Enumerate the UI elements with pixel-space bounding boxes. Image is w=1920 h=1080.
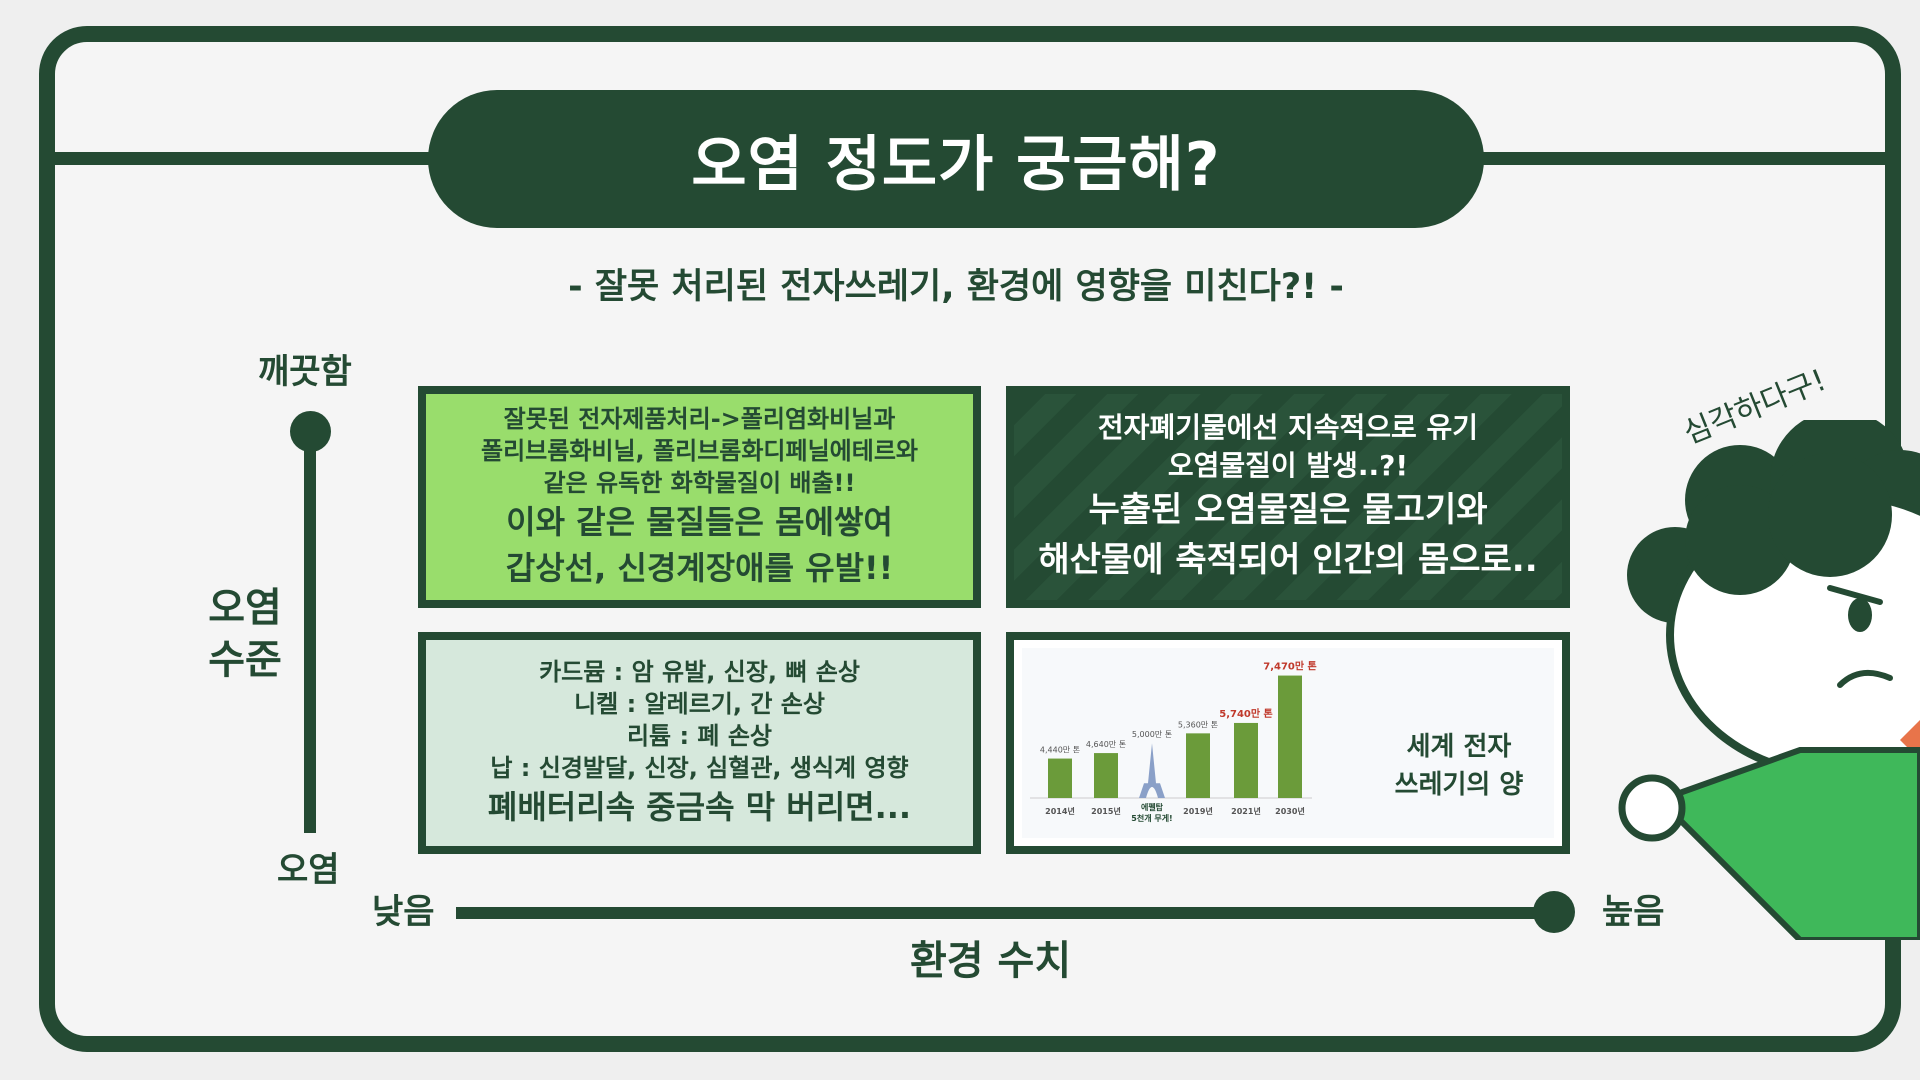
box-text: 카드뮴 : 암 유발, 신장, 뼈 손상 (539, 658, 860, 686)
box-text-emphasis: 갑상선, 신경계장애를 유발!! (505, 549, 894, 587)
chart-value-label: 4,440만 톤 (1040, 746, 1080, 755)
chart-annotation: 에펠탑 (1141, 802, 1164, 812)
chart-caption: 세계 전자 쓰레기의 양 (1384, 728, 1534, 804)
chart-category-label: 2030년 (1275, 806, 1305, 816)
mascot-hair (1768, 453, 1892, 577)
title-rule-left (39, 152, 439, 165)
x-axis-left-label: 낮음 (372, 892, 435, 932)
chart-bar (1094, 753, 1118, 798)
box-text-emphasis: 누출된 오염물질은 물고기와 (1088, 490, 1488, 530)
x-axis-right-label: 높음 (1602, 892, 1665, 932)
y-axis-title-line2: 수준 (208, 637, 282, 683)
box-chemicals: 잘못된 전자제품처리->폴리염화비닐과 폴리브롬화비닐, 폴리브롬화디페닐에테르… (418, 386, 981, 608)
y-axis-bottom-label: 오염 (277, 850, 340, 890)
box-text: 리튬 : 폐 손상 (626, 722, 773, 750)
chart-value-label: 5,000만 톤 (1132, 730, 1172, 739)
y-axis-line (304, 428, 316, 833)
mascot-character (1618, 420, 1920, 940)
y-axis-title-line1: 오염 (208, 585, 282, 631)
title-rule-right (1470, 152, 1901, 165)
chart-value-label: 7,470만 톤 (1263, 660, 1317, 673)
eiffel-tower-icon (1139, 743, 1165, 798)
y-axis-dot (290, 411, 331, 452)
x-axis-title: 환경 수치 (910, 938, 1072, 984)
chart-bar (1048, 758, 1072, 798)
box-text-emphasis: 해산물에 축적되어 인간의 몸으로.. (1038, 540, 1538, 580)
box-text: 같은 유독한 화학물질이 배출!! (543, 469, 856, 497)
chart-value-label: 5,360만 톤 (1178, 720, 1218, 729)
chart-bar (1186, 733, 1210, 798)
box-text: 오염물질이 발생..?! (1167, 449, 1409, 482)
chart-bar (1234, 722, 1258, 798)
box-text: 전자폐기물에선 지속적으로 유기 (1097, 411, 1479, 444)
chart-value-label: 5,740만 톤 (1219, 707, 1273, 720)
chart-category-label: 2014년 (1045, 806, 1075, 816)
chart-category-label: 2021년 (1231, 806, 1261, 816)
x-axis-dot (1533, 891, 1575, 933)
chart-category-label: 2015년 (1091, 806, 1121, 816)
chart-caption-line2: 쓰레기의 양 (1394, 770, 1524, 800)
mascot-eyebrow (1827, 585, 1883, 605)
chart-annotation: 5천개 무게! (1131, 813, 1172, 823)
chart-caption-line1: 세계 전자 (1406, 732, 1512, 762)
page-title: 오염 정도가 궁금해? (428, 90, 1484, 228)
mascot-mouth (1837, 669, 1893, 688)
ewaste-bar-chart: 4,440만 톤 2014년 4,640만 톤 2015년 5,000만 톤에펠탑5천개… (1030, 660, 1317, 823)
chart-value-label: 4,640만 톤 (1086, 740, 1126, 749)
page-subtitle: - 잘못 처리된 전자쓰레기, 환경에 영향을 미친다?! - (568, 267, 1344, 307)
chart-bar (1278, 675, 1302, 798)
box-text-emphasis: 폐배터리속 중금속 막 버리면... (487, 788, 912, 826)
mascot-body (1654, 747, 1920, 940)
y-axis-title: 오염 수준 (200, 582, 290, 686)
box-text: 니켈 : 알레르기, 간 손상 (574, 690, 825, 718)
box-text: 납 : 신경발달, 신장, 심혈관, 생식계 영향 (490, 754, 909, 782)
box-heavy-metals: 카드뮴 : 암 유발, 신장, 뼈 손상 니켈 : 알레르기, 간 손상 리튬 … (418, 632, 981, 854)
box-organic-pollutants: 전자폐기물에선 지속적으로 유기 오염물질이 발생..?! 누출된 오염물질은 … (1006, 386, 1570, 608)
mascot-hand (1618, 774, 1686, 842)
box-text-emphasis: 이와 같은 물질들은 몸에쌓여 (506, 503, 893, 541)
chart-category-label: 2019년 (1183, 806, 1213, 816)
box-text: 잘못된 전자제품처리->폴리염화비닐과 (503, 405, 896, 433)
y-axis-top-label: 깨끗함 (258, 352, 352, 392)
x-axis-line (456, 907, 1556, 919)
box-text: 폴리브롬화비닐, 폴리브롬화디페닐에테르와 (481, 437, 918, 465)
mascot-eye (1848, 598, 1872, 632)
mascot-hair (1685, 485, 1795, 595)
